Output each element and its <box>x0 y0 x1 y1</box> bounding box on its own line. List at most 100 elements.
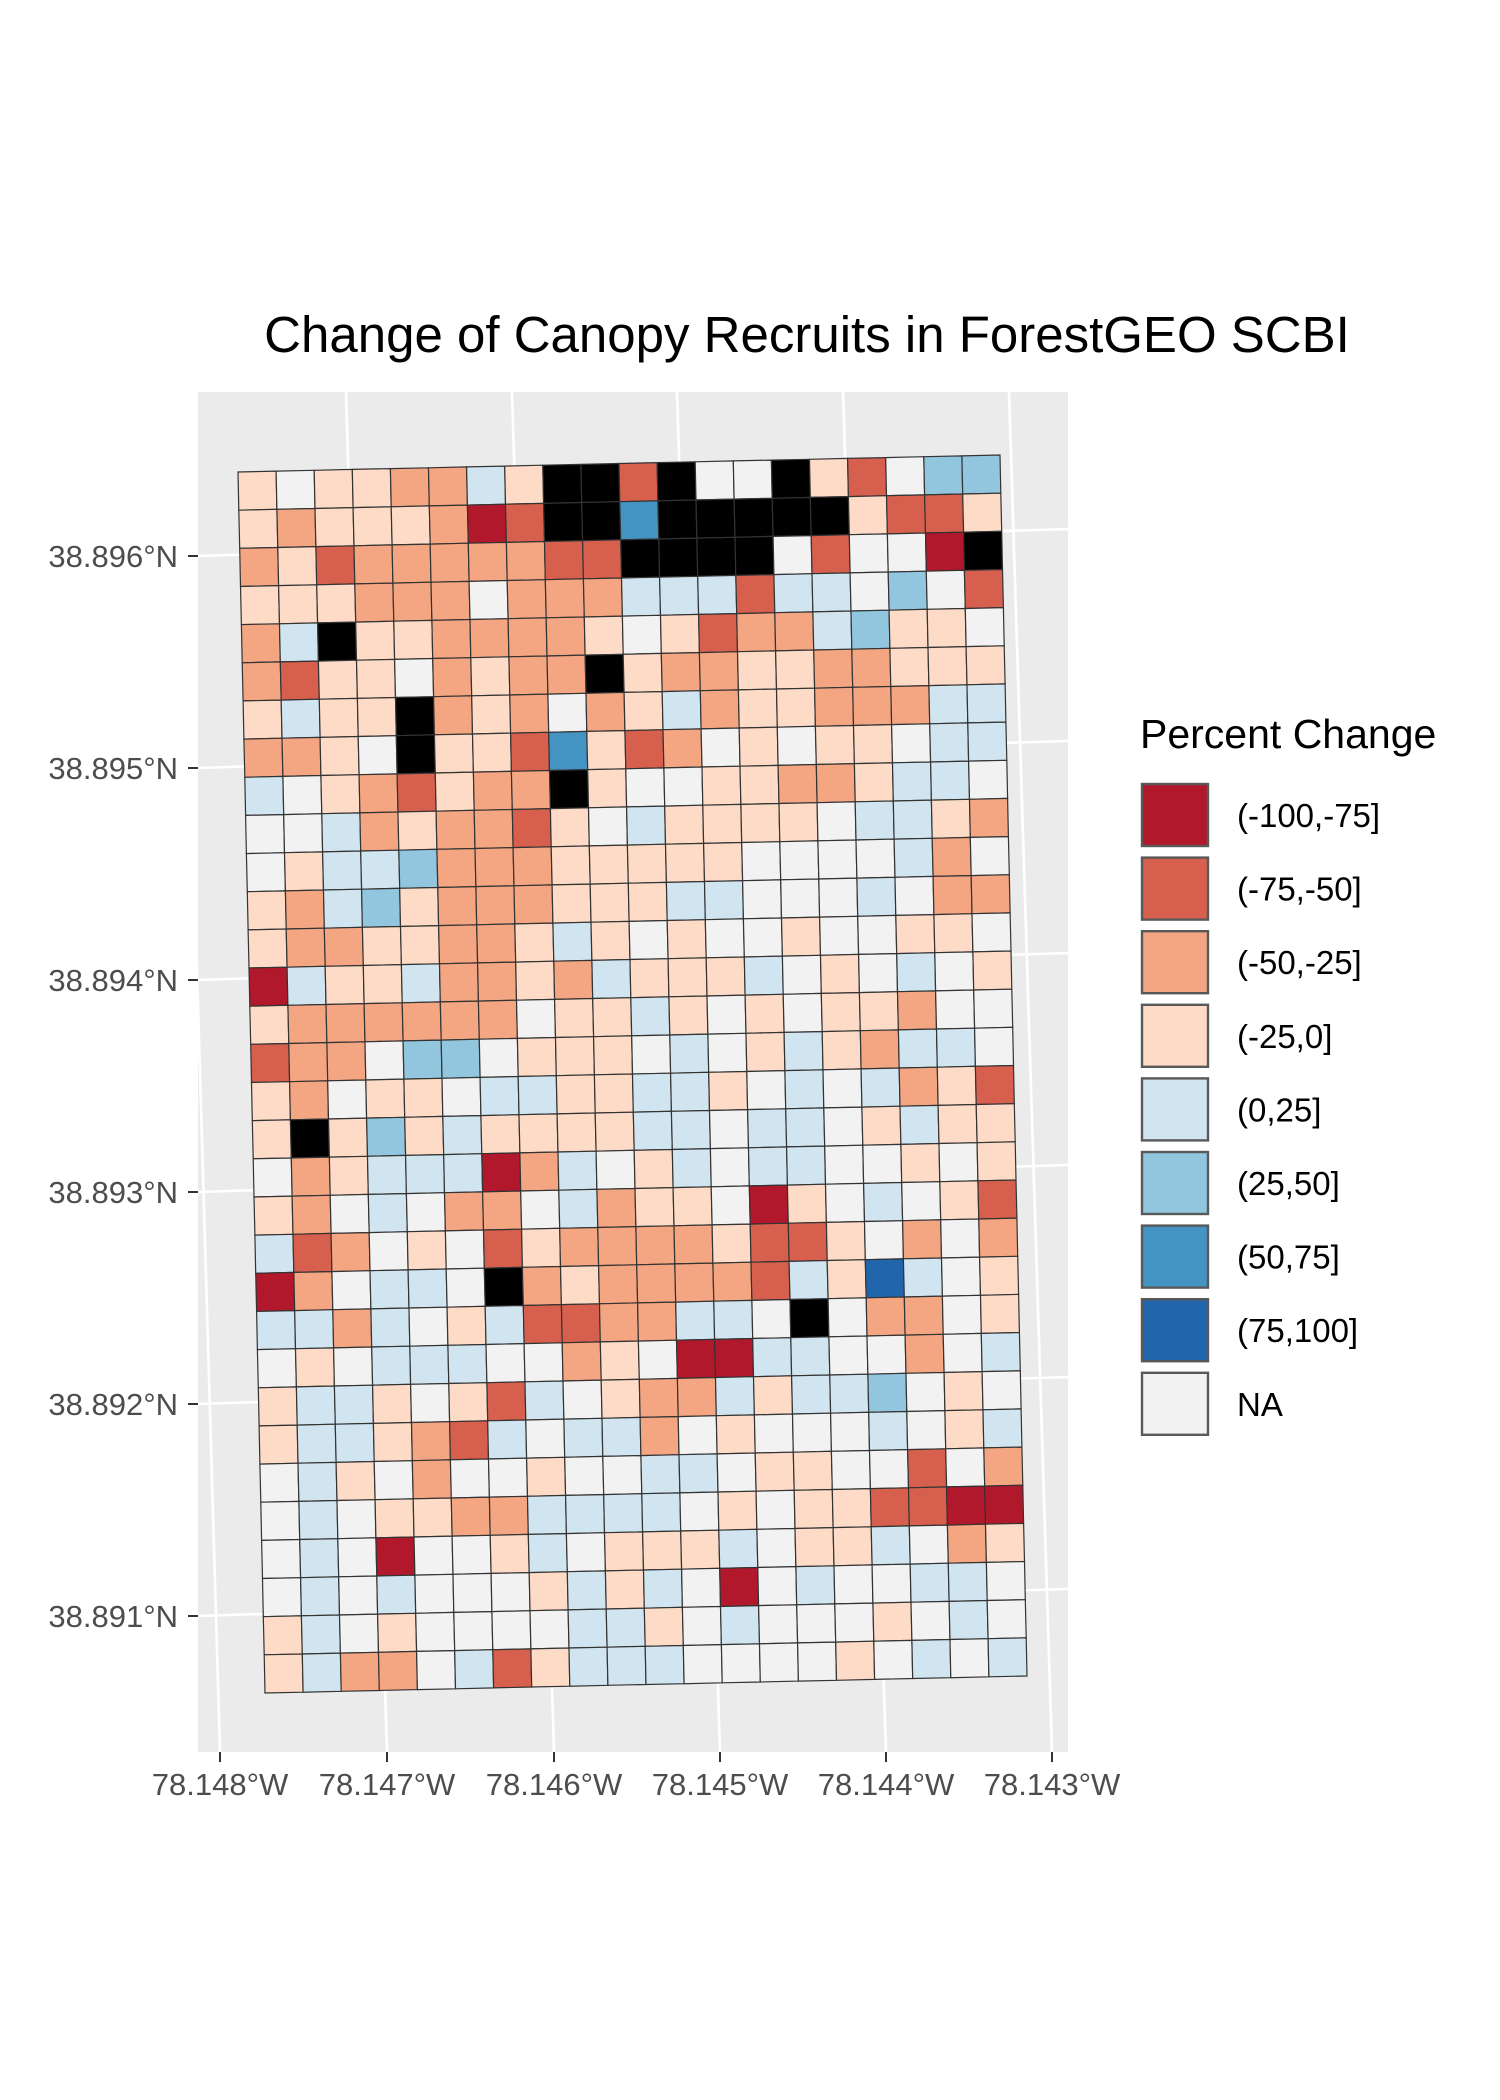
y-tick-label: 38.892°N <box>48 1387 178 1422</box>
cell <box>949 1638 990 1679</box>
cell <box>408 1306 449 1347</box>
cell <box>853 762 894 803</box>
cell <box>465 465 507 506</box>
cell <box>820 991 861 1033</box>
cell <box>403 1077 444 1118</box>
cell <box>375 1536 416 1577</box>
cell <box>331 1270 372 1311</box>
y-tick-label: 38.894°N <box>48 963 178 998</box>
cell <box>449 1458 491 1499</box>
cell <box>981 1370 1022 1411</box>
cell <box>543 540 585 581</box>
cell <box>286 965 327 1006</box>
cell <box>446 1305 487 1346</box>
cell <box>636 1301 678 1342</box>
cell <box>398 848 439 889</box>
cell <box>376 1612 418 1653</box>
cell <box>481 1190 523 1231</box>
cell <box>663 766 704 807</box>
cell <box>333 1384 375 1425</box>
cell <box>937 1103 978 1145</box>
cell <box>890 723 932 764</box>
cell <box>770 458 811 499</box>
cell <box>283 813 324 854</box>
legend-keys: (-100,-75] (-75,-50] (-50,-25] (-25,0] (0,25… <box>1140 782 1380 1437</box>
cell <box>623 690 664 732</box>
cell <box>984 1522 1026 1564</box>
cell <box>829 1411 871 1452</box>
cell <box>642 1568 684 1609</box>
cell <box>278 622 320 663</box>
cell <box>332 1308 373 1349</box>
cell <box>885 456 926 497</box>
cell <box>898 1066 939 1107</box>
cell <box>862 1181 904 1223</box>
cell <box>593 1073 634 1114</box>
legend-key <box>1140 1077 1210 1142</box>
cell <box>713 1299 754 1341</box>
cell <box>753 1413 794 1454</box>
cell <box>448 1382 489 1423</box>
cell <box>977 1179 1018 1220</box>
cell <box>550 845 591 886</box>
cell <box>740 802 781 844</box>
cell <box>788 1259 829 1301</box>
cell <box>513 884 554 925</box>
cell <box>832 1526 873 1567</box>
chart-title: Change of Canopy Recruits in ForestGEO S… <box>264 306 1350 363</box>
cell <box>400 963 441 1004</box>
cell <box>581 539 623 580</box>
cell <box>288 1041 329 1083</box>
cell <box>296 1423 337 1464</box>
cell <box>780 916 822 957</box>
cell <box>736 650 778 691</box>
cell <box>636 1263 677 1304</box>
cell <box>284 889 325 930</box>
cell <box>720 1643 761 1684</box>
cell <box>887 570 928 611</box>
cell <box>365 1078 406 1119</box>
cell <box>787 1221 828 1263</box>
cell <box>821 1030 862 1071</box>
cell <box>774 649 816 690</box>
cell <box>354 582 395 623</box>
cell <box>862 1143 903 1185</box>
cell <box>757 1565 798 1607</box>
cell <box>973 988 1014 1029</box>
cell <box>618 461 659 503</box>
cell <box>629 958 670 999</box>
cell <box>560 1303 601 1344</box>
cell <box>602 1454 643 1496</box>
cell <box>442 1114 483 1156</box>
cell <box>886 532 927 573</box>
cell <box>411 1459 452 1500</box>
cell <box>860 1067 901 1108</box>
cell <box>508 655 549 696</box>
cell <box>337 1537 378 1578</box>
cell <box>405 1192 447 1233</box>
cell <box>643 1606 684 1647</box>
cell <box>520 1189 561 1230</box>
cell <box>317 659 359 700</box>
cell <box>889 646 930 688</box>
cell <box>935 1027 977 1068</box>
cell <box>374 1498 415 1539</box>
cell <box>377 1650 419 1692</box>
cell <box>966 683 1007 724</box>
cell <box>362 963 403 1005</box>
cell <box>435 809 476 850</box>
cell <box>322 888 364 929</box>
cell <box>637 1339 679 1380</box>
cell <box>276 507 317 549</box>
cell <box>299 1538 340 1579</box>
cell <box>399 924 441 966</box>
cell <box>945 1485 987 1526</box>
cell <box>936 1065 977 1107</box>
cell <box>819 953 861 995</box>
cell <box>558 1188 599 1229</box>
cell <box>868 1448 910 1490</box>
cell <box>894 875 935 917</box>
cell <box>529 1609 570 1650</box>
cell <box>330 1231 371 1273</box>
cell <box>357 735 398 776</box>
